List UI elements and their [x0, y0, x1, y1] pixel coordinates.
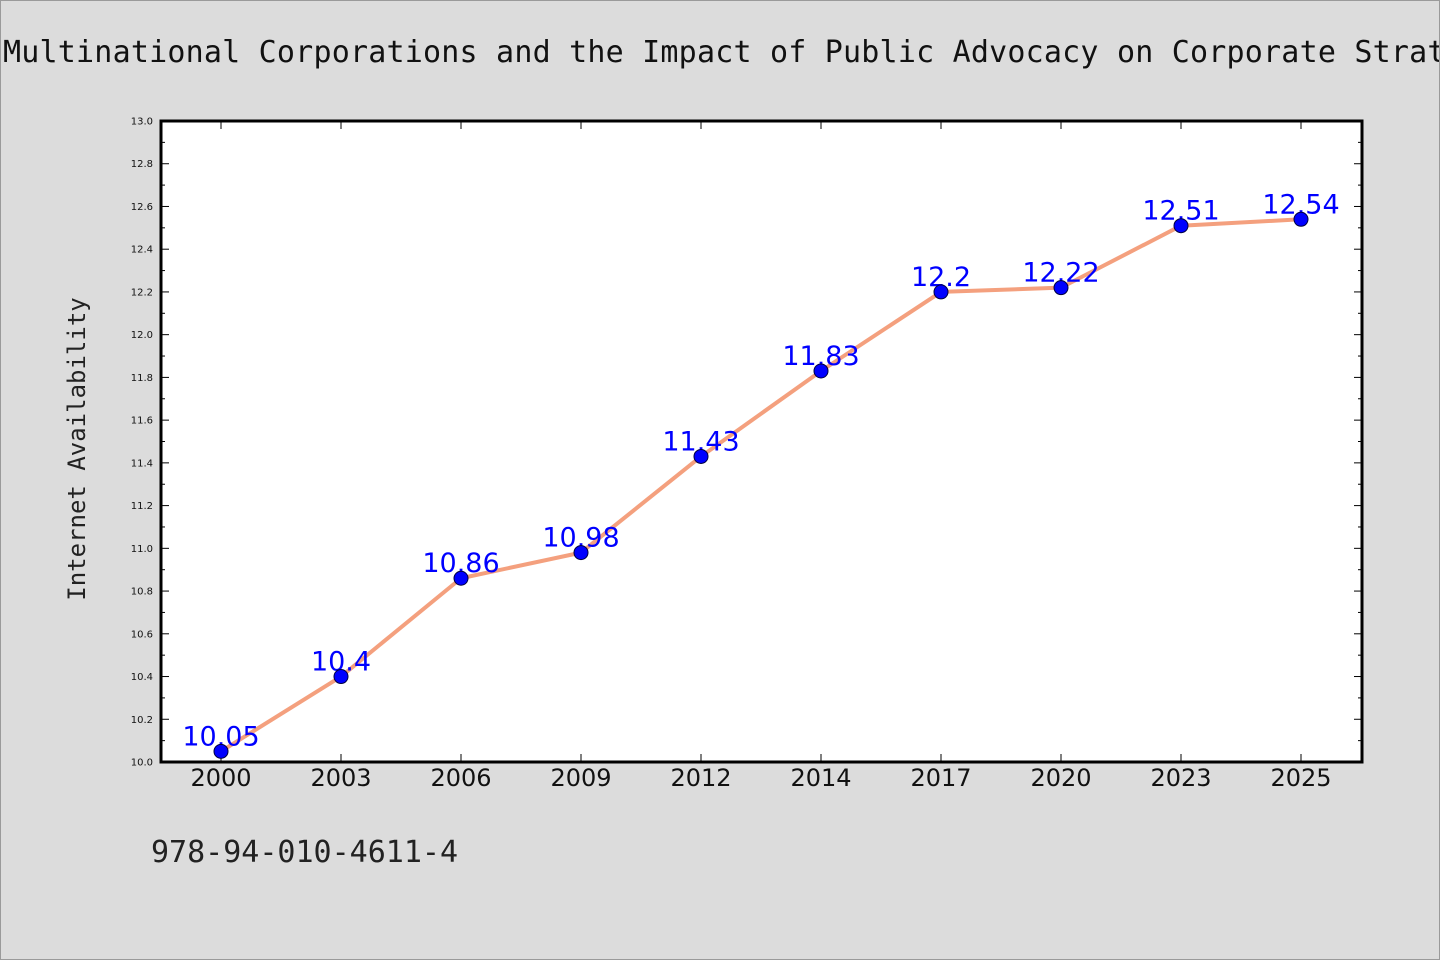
data-point: [1293, 211, 1309, 227]
y-tick-label: 13.0: [131, 117, 153, 128]
data-point: [213, 743, 229, 759]
plot-area: [161, 121, 1362, 762]
y-tick-label: 10.8: [131, 587, 153, 598]
y-tick-label: 11.6: [131, 416, 153, 427]
x-tick-label: 2012: [670, 764, 731, 792]
series-line: [219, 217, 1303, 754]
x-tick-label: 2017: [910, 764, 971, 792]
y-tick-label: 10.2: [131, 715, 153, 726]
y-tick-label: 12.8: [131, 159, 153, 170]
y-tick-label: 11.4: [131, 458, 153, 469]
data-point: [933, 284, 949, 300]
x-tick-label: 2003: [310, 764, 371, 792]
x-tick-label: 2020: [1030, 764, 1091, 792]
y-tick-label: 10.4: [131, 672, 153, 683]
data-point: [693, 448, 709, 464]
y-tick-label: 12.4: [131, 245, 153, 256]
y-tick-label: 11.2: [131, 501, 153, 512]
y-tick-label: 10.6: [131, 629, 153, 640]
y-tick-label: 12.2: [131, 287, 153, 298]
x-tick-label: 2023: [1150, 764, 1211, 792]
data-point: [333, 669, 349, 685]
data-point: [573, 545, 589, 561]
x-tick-label: 2025: [1270, 764, 1331, 792]
x-tick-label: 2009: [550, 764, 611, 792]
y-tick-label: 12.6: [131, 202, 153, 213]
data-point: [1173, 218, 1189, 234]
y-tick-label: 12.0: [131, 330, 153, 341]
data-point: [813, 363, 829, 379]
y-axis-title: Internet Availability: [63, 297, 91, 600]
data-point: [453, 570, 469, 586]
y-tick-label: 11.8: [131, 373, 153, 384]
y-tick-label: 10.0: [131, 758, 153, 769]
x-tick-label: 2006: [430, 764, 491, 792]
data-point: [1053, 280, 1069, 296]
plot-frame: [159, 119, 1364, 764]
isbn-text: 978-94-010-4611-4: [151, 835, 459, 870]
y-tick-label: 11.0: [131, 544, 153, 555]
x-tick-label: 2014: [790, 764, 851, 792]
chart-title: Multinational Corporations and the Impac…: [3, 35, 1440, 70]
x-tick-label: 2000: [190, 764, 251, 792]
